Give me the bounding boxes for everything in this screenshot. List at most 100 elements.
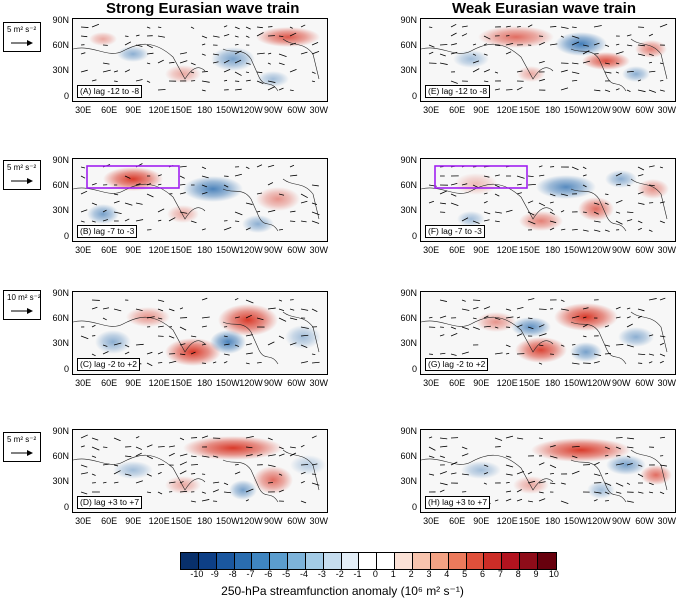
flux-vector bbox=[267, 209, 276, 213]
flux-vector bbox=[190, 335, 197, 338]
positive-anomaly bbox=[165, 65, 201, 83]
flux-vector bbox=[245, 227, 251, 231]
flux-vector bbox=[659, 62, 664, 65]
flux-vector bbox=[201, 343, 207, 346]
flux-vector bbox=[659, 220, 665, 224]
flux-vector bbox=[223, 25, 228, 28]
flux-vector bbox=[549, 464, 557, 469]
flux-vector bbox=[450, 461, 458, 466]
flux-vector bbox=[289, 342, 297, 346]
flux-vector bbox=[439, 437, 448, 440]
latitude-label: 0 bbox=[411, 231, 417, 241]
flux-vector bbox=[439, 352, 446, 355]
flux-vector bbox=[483, 43, 487, 46]
positive-anomaly bbox=[256, 187, 300, 211]
longitude-label: 30W bbox=[309, 516, 328, 526]
longitude-label: 120E bbox=[148, 516, 170, 526]
flux-vector bbox=[527, 175, 534, 178]
flux-vector bbox=[648, 361, 653, 364]
flux-vector bbox=[289, 68, 297, 73]
flux-vector bbox=[157, 219, 162, 222]
flux-vector bbox=[179, 326, 187, 331]
longitude-label: 180 bbox=[197, 245, 213, 255]
flux-vector bbox=[626, 463, 633, 466]
map-panel-f: (F) lag -7 to -3 bbox=[420, 158, 676, 242]
colorbar-tick: -5 bbox=[282, 569, 291, 579]
longitude-label: 150E bbox=[518, 105, 540, 115]
flux-vector bbox=[571, 455, 578, 459]
colorbar-swatch bbox=[412, 553, 431, 569]
flux-vector bbox=[157, 351, 163, 355]
flux-vector bbox=[311, 353, 316, 355]
negative-anomaly bbox=[257, 71, 289, 87]
flux-vector bbox=[549, 482, 556, 485]
flux-vector bbox=[483, 69, 491, 73]
flux-vector bbox=[289, 446, 296, 449]
flux-vector bbox=[102, 219, 109, 222]
flux-vector bbox=[494, 174, 500, 177]
flux-vector bbox=[113, 308, 122, 312]
flux-vector bbox=[472, 326, 480, 330]
flux-vector bbox=[560, 500, 569, 504]
flux-vector bbox=[245, 435, 254, 439]
flux-vector bbox=[300, 308, 309, 311]
longitude-label: 30W bbox=[657, 516, 676, 526]
latitude-label: 0 bbox=[63, 364, 69, 374]
flux-vector bbox=[571, 228, 578, 231]
longitude-label: 90E bbox=[125, 245, 142, 255]
flux-vector bbox=[80, 35, 88, 38]
flux-vector bbox=[113, 342, 122, 346]
flux-vector bbox=[538, 61, 545, 64]
coastline bbox=[421, 311, 668, 365]
flux-vector bbox=[201, 325, 207, 328]
flux-vector bbox=[168, 445, 176, 448]
flux-vector bbox=[278, 87, 284, 91]
flux-vector bbox=[527, 326, 534, 330]
flux-vector bbox=[300, 361, 308, 364]
colorbar-swatch bbox=[270, 553, 289, 569]
colorbar-tick: -1 bbox=[353, 569, 362, 579]
longitude-label: 60W bbox=[635, 378, 654, 388]
flux-vector bbox=[428, 446, 436, 451]
longitude-label: 180 bbox=[197, 378, 213, 388]
flux-vector bbox=[157, 26, 162, 29]
negative-anomaly bbox=[606, 455, 646, 475]
flux-vector bbox=[80, 175, 86, 179]
latitude-label: 30N bbox=[52, 338, 69, 348]
colorbar-swatch bbox=[430, 553, 449, 569]
colorbar-swatch bbox=[448, 553, 467, 569]
colorbar-tick: -2 bbox=[335, 569, 344, 579]
flux-vector bbox=[615, 491, 622, 494]
flux-vector bbox=[505, 464, 514, 468]
flux-vector bbox=[593, 361, 600, 364]
flux-vector bbox=[245, 62, 251, 65]
reference-vector-4: 5 m² s⁻² bbox=[3, 432, 41, 462]
flux-vector bbox=[505, 481, 510, 484]
positive-anomaly bbox=[126, 307, 170, 327]
flux-vector bbox=[472, 220, 480, 224]
colorbar-tick: 2 bbox=[408, 569, 414, 579]
flux-vector bbox=[102, 463, 110, 466]
flux-vector bbox=[267, 164, 275, 168]
flux-vector bbox=[505, 51, 512, 55]
flux-vector bbox=[168, 360, 177, 364]
flux-vector bbox=[157, 59, 164, 64]
flux-vector bbox=[234, 71, 242, 76]
flux-vector bbox=[615, 306, 621, 310]
flux-vector bbox=[124, 202, 133, 206]
flux-vector bbox=[439, 44, 448, 46]
flux-vector bbox=[582, 166, 587, 170]
flux-vector bbox=[113, 481, 119, 484]
flux-vector bbox=[278, 193, 285, 196]
flux-vector bbox=[549, 26, 557, 28]
flux-vector bbox=[190, 26, 195, 29]
longitude-label: 120E bbox=[148, 245, 170, 255]
flux-vector bbox=[80, 472, 89, 475]
flux-vector bbox=[516, 26, 521, 28]
flux-vector bbox=[146, 455, 153, 460]
flux-vector bbox=[190, 220, 197, 224]
flux-vector bbox=[516, 86, 523, 91]
flux-vector bbox=[256, 164, 263, 168]
positive-anomaly bbox=[256, 27, 320, 47]
flux-vector bbox=[91, 306, 98, 310]
